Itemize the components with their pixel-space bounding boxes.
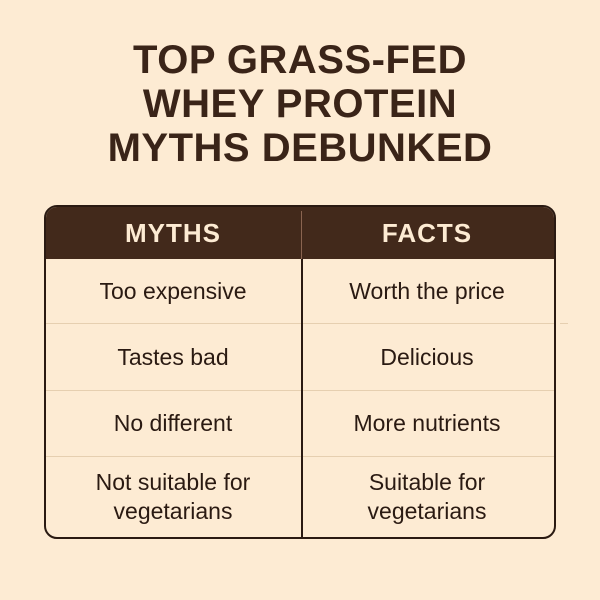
title-line-2: WHEY PROTEIN bbox=[142, 82, 458, 126]
table-row: Tastes bad Delicious bbox=[46, 324, 554, 391]
table-body: Too expensive Worth the price Tastes bad… bbox=[46, 259, 554, 537]
fact-cell: More nutrients bbox=[353, 410, 501, 436]
table-row: No different More nutrients bbox=[46, 391, 554, 457]
table-row: Too expensive Worth the price bbox=[46, 259, 554, 324]
column-divider bbox=[301, 259, 303, 537]
myth-cell: No different bbox=[113, 410, 233, 436]
table-row: Not suitable for vegetarians Suitable fo… bbox=[46, 457, 554, 537]
title-line-1: TOP GRASS-FED bbox=[133, 38, 467, 82]
header-facts: FACTS bbox=[381, 217, 473, 248]
myth-cell: Too expensive bbox=[99, 277, 247, 304]
table-header: MYTHS FACTS bbox=[46, 207, 554, 259]
fact-cell: Delicious bbox=[380, 343, 474, 370]
fact-cell: Suitable for vegetarians bbox=[367, 469, 487, 524]
fact-cell: Worth the price bbox=[349, 277, 505, 304]
myths-facts-table: MYTHS FACTS Too expensive Worth the pric… bbox=[44, 205, 556, 539]
page-title: TOP GRASS-FED WHEY PROTEIN MYTHS DEBUNKE… bbox=[0, 38, 600, 170]
myth-cell: Not suitable for vegetarians bbox=[95, 469, 251, 524]
decorative-tick bbox=[560, 323, 568, 324]
myth-cell: Tastes bad bbox=[117, 343, 229, 370]
header-myths: MYTHS bbox=[125, 217, 221, 248]
title-line-3: MYTHS DEBUNKED bbox=[107, 126, 493, 170]
header-column-divider bbox=[301, 211, 302, 259]
